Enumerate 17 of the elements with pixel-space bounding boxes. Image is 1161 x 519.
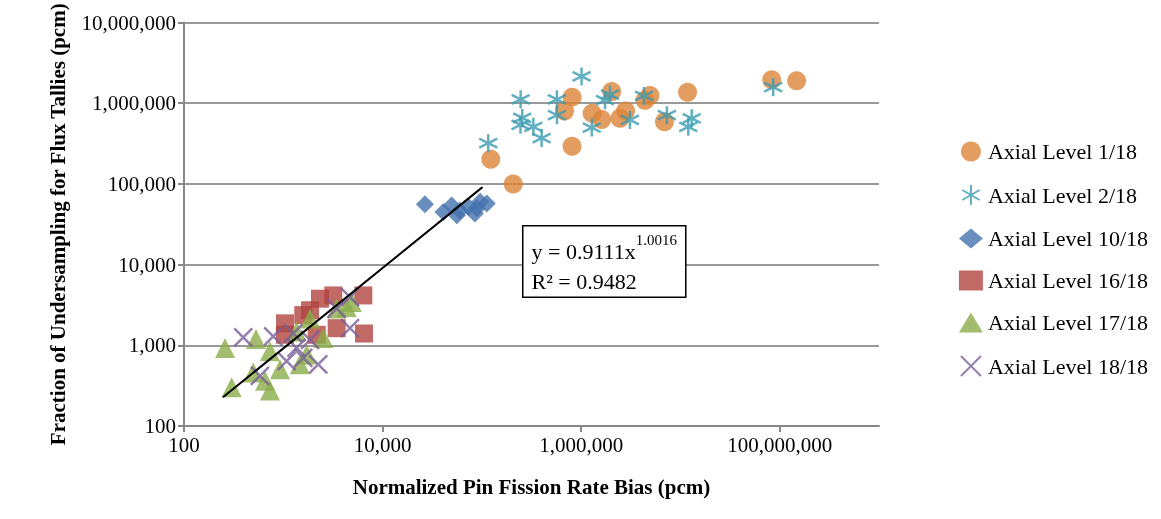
- y-tick-label: 1,000: [128, 333, 176, 358]
- legend-label: Axial Level 10/18: [987, 226, 1149, 251]
- legend-label: Axial Level 1/18: [987, 139, 1138, 164]
- y-tick-label: 100,000: [107, 171, 176, 196]
- x-axis-title: Normalized Pin Fission Rate Bias (pcm): [352, 474, 711, 499]
- legend-label: Axial Level 2/18: [987, 182, 1138, 208]
- y-axis-title: Fraction of Undersampling for Flux Tallies (pcm): [45, 3, 70, 446]
- y-tick-label: 1,000,000: [92, 91, 176, 116]
- legend-label: Axial Level 17/18: [987, 310, 1149, 335]
- y-tick-label: 10,000,000: [81, 10, 176, 35]
- legend-label: Axial Level 18/18: [987, 353, 1149, 379]
- legend-label: Axial Level 16/18: [987, 268, 1149, 293]
- x-tick-label: 1,000,000: [539, 432, 624, 457]
- x-tick-label: 100,000,000: [727, 432, 833, 457]
- y-tick-label: 10,000: [118, 252, 176, 277]
- annotation: R² = 0.9482: [531, 269, 637, 294]
- x-tick-label: 10,000: [353, 432, 412, 457]
